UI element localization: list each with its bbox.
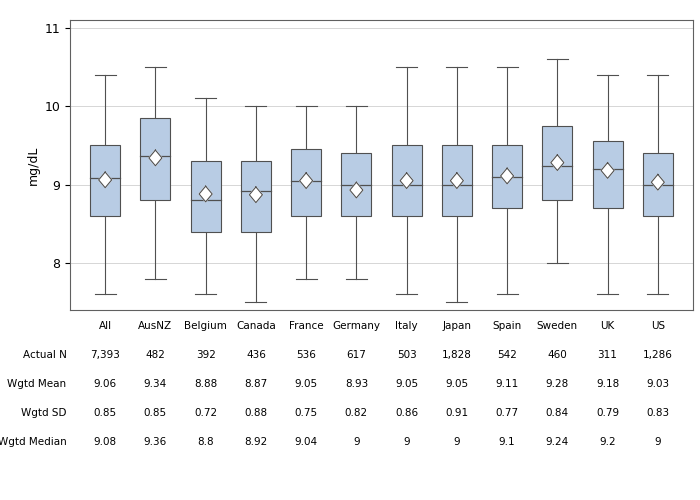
Polygon shape: [601, 162, 614, 178]
Bar: [90, 146, 120, 216]
Polygon shape: [450, 173, 463, 188]
Text: 0.82: 0.82: [345, 408, 368, 418]
Text: Germany: Germany: [332, 321, 380, 331]
Text: UK: UK: [601, 321, 615, 331]
Text: 0.91: 0.91: [445, 408, 468, 418]
Text: 9.03: 9.03: [646, 379, 669, 389]
Y-axis label: mg/dL: mg/dL: [27, 146, 40, 184]
Polygon shape: [249, 187, 262, 202]
Text: 503: 503: [397, 350, 416, 360]
Text: 1,286: 1,286: [643, 350, 673, 360]
Polygon shape: [300, 173, 313, 188]
Text: 0.79: 0.79: [596, 408, 620, 418]
Text: 0.88: 0.88: [244, 408, 267, 418]
Text: 460: 460: [547, 350, 567, 360]
Text: Italy: Italy: [395, 321, 418, 331]
Polygon shape: [350, 182, 363, 198]
Text: Wgtd Median: Wgtd Median: [0, 437, 66, 447]
Text: 0.85: 0.85: [144, 408, 167, 418]
Text: All: All: [99, 321, 112, 331]
Text: 9.18: 9.18: [596, 379, 620, 389]
Text: 9: 9: [403, 437, 410, 447]
Text: 9.24: 9.24: [546, 437, 569, 447]
Bar: [241, 161, 271, 232]
Bar: [140, 118, 171, 200]
Text: 9.11: 9.11: [496, 379, 519, 389]
Text: 536: 536: [296, 350, 316, 360]
Text: Sweden: Sweden: [537, 321, 578, 331]
Text: 542: 542: [497, 350, 517, 360]
Text: Wgtd Mean: Wgtd Mean: [8, 379, 66, 389]
Text: 9: 9: [654, 437, 661, 447]
Bar: [643, 153, 673, 216]
Text: France: France: [289, 321, 323, 331]
Text: Belgium: Belgium: [184, 321, 227, 331]
Text: 0.84: 0.84: [546, 408, 569, 418]
Polygon shape: [500, 168, 514, 184]
Polygon shape: [551, 155, 564, 170]
Text: Canada: Canada: [236, 321, 276, 331]
Text: 0.85: 0.85: [94, 408, 117, 418]
Bar: [391, 146, 421, 216]
Text: US: US: [651, 321, 665, 331]
Polygon shape: [199, 186, 212, 202]
Text: 392: 392: [196, 350, 216, 360]
Text: 9.08: 9.08: [94, 437, 117, 447]
Text: 9: 9: [353, 437, 360, 447]
Text: 8.92: 8.92: [244, 437, 267, 447]
Bar: [342, 153, 372, 216]
Text: Japan: Japan: [442, 321, 471, 331]
Bar: [592, 142, 623, 208]
Bar: [492, 146, 522, 208]
Text: 9.36: 9.36: [144, 437, 167, 447]
Text: 0.72: 0.72: [194, 408, 217, 418]
Text: 482: 482: [146, 350, 165, 360]
Bar: [190, 161, 220, 232]
Text: 9.06: 9.06: [94, 379, 117, 389]
Text: 9.28: 9.28: [546, 379, 569, 389]
Text: 1,828: 1,828: [442, 350, 472, 360]
Polygon shape: [400, 173, 413, 188]
Text: 9.34: 9.34: [144, 379, 167, 389]
Text: 0.75: 0.75: [295, 408, 318, 418]
Text: 7,393: 7,393: [90, 350, 120, 360]
Text: 617: 617: [346, 350, 366, 360]
Polygon shape: [149, 150, 162, 166]
Text: 0.86: 0.86: [395, 408, 418, 418]
Text: 0.77: 0.77: [496, 408, 519, 418]
Text: 311: 311: [598, 350, 617, 360]
Text: 9.05: 9.05: [445, 379, 468, 389]
Text: 8.88: 8.88: [194, 379, 217, 389]
Text: 9: 9: [454, 437, 460, 447]
Text: 9.05: 9.05: [295, 379, 318, 389]
Bar: [291, 150, 321, 216]
Polygon shape: [99, 172, 112, 188]
Text: 8.93: 8.93: [345, 379, 368, 389]
Bar: [442, 146, 472, 216]
Text: Actual N: Actual N: [22, 350, 66, 360]
Text: 9.1: 9.1: [499, 437, 515, 447]
Text: Wgtd SD: Wgtd SD: [21, 408, 66, 418]
Text: 8.8: 8.8: [197, 437, 214, 447]
Text: 436: 436: [246, 350, 266, 360]
Text: 0.83: 0.83: [646, 408, 669, 418]
Text: 9.05: 9.05: [395, 379, 418, 389]
Text: AusNZ: AusNZ: [139, 321, 172, 331]
Text: Spain: Spain: [493, 321, 522, 331]
Text: 8.87: 8.87: [244, 379, 267, 389]
Text: 9.2: 9.2: [599, 437, 616, 447]
Polygon shape: [651, 174, 664, 190]
Bar: [542, 126, 573, 200]
Text: 9.04: 9.04: [295, 437, 318, 447]
